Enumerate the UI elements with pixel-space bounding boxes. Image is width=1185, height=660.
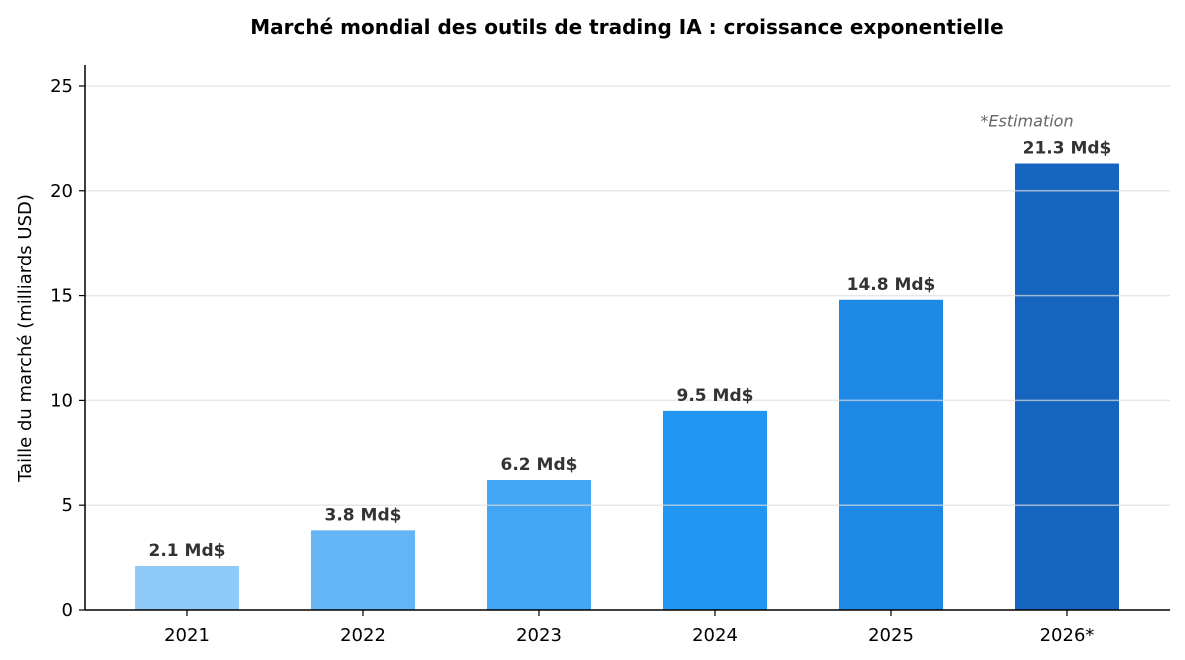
- data-label: 6.2 Md$: [501, 455, 578, 475]
- x-tick-label: 2024: [692, 625, 738, 646]
- y-tick-label: 25: [50, 76, 73, 97]
- x-tick-label: 2022: [340, 625, 386, 646]
- data-label: 14.8 Md$: [847, 275, 936, 295]
- y-tick-label: 0: [62, 600, 73, 621]
- x-tick-label: 2023: [516, 625, 562, 646]
- x-tick-label: 2026*: [1040, 625, 1095, 646]
- data-label: 21.3 Md$: [1023, 139, 1112, 159]
- bar-2022: [311, 530, 415, 610]
- x-tick-label: 2025: [868, 625, 914, 646]
- bar-2023: [487, 480, 591, 610]
- y-tick-label: 5: [62, 495, 73, 516]
- data-label: 3.8 Md$: [325, 505, 402, 525]
- estimation-note: *Estimation: [980, 112, 1073, 131]
- bar-2026: [1015, 163, 1119, 610]
- y-tick-label: 15: [50, 286, 73, 307]
- bar-2021: [135, 565, 239, 610]
- chart-title: Marché mondial des outils de trading IA …: [250, 15, 1003, 39]
- x-tick-label: 2021: [164, 625, 210, 646]
- bar-2025: [839, 299, 943, 610]
- y-tick-label: 10: [50, 390, 73, 411]
- y-tick-label: 20: [50, 181, 73, 202]
- data-label: 2.1 Md$: [149, 541, 226, 561]
- bar-2024: [663, 410, 767, 610]
- data-label: 9.5 Md$: [677, 386, 754, 406]
- y-axis-label: Taille du marché (milliards USD): [15, 194, 36, 483]
